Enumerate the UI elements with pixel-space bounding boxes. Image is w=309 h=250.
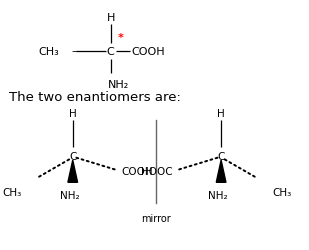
Text: C: C (218, 152, 225, 162)
Text: COOH: COOH (121, 166, 153, 176)
Text: NH₂: NH₂ (60, 190, 79, 200)
Polygon shape (68, 160, 78, 182)
Text: C: C (69, 152, 76, 162)
Text: mirror: mirror (141, 213, 171, 223)
Text: C: C (107, 46, 114, 56)
Text: NH₂: NH₂ (108, 80, 129, 90)
Text: NH₂: NH₂ (208, 190, 228, 200)
Text: The two enantiomers are:: The two enantiomers are: (9, 90, 181, 103)
Text: CH₃: CH₃ (2, 188, 22, 198)
Text: CH₃: CH₃ (38, 46, 59, 56)
Text: H: H (106, 13, 115, 23)
Text: –: – (71, 46, 77, 56)
Text: COOH: COOH (132, 46, 165, 56)
Polygon shape (216, 160, 226, 182)
Text: –: – (121, 46, 126, 56)
Text: CH₃: CH₃ (272, 188, 291, 198)
Text: H: H (217, 109, 225, 119)
Text: *: * (117, 33, 123, 43)
Text: H: H (69, 109, 77, 119)
Text: HOOC: HOOC (141, 166, 173, 176)
